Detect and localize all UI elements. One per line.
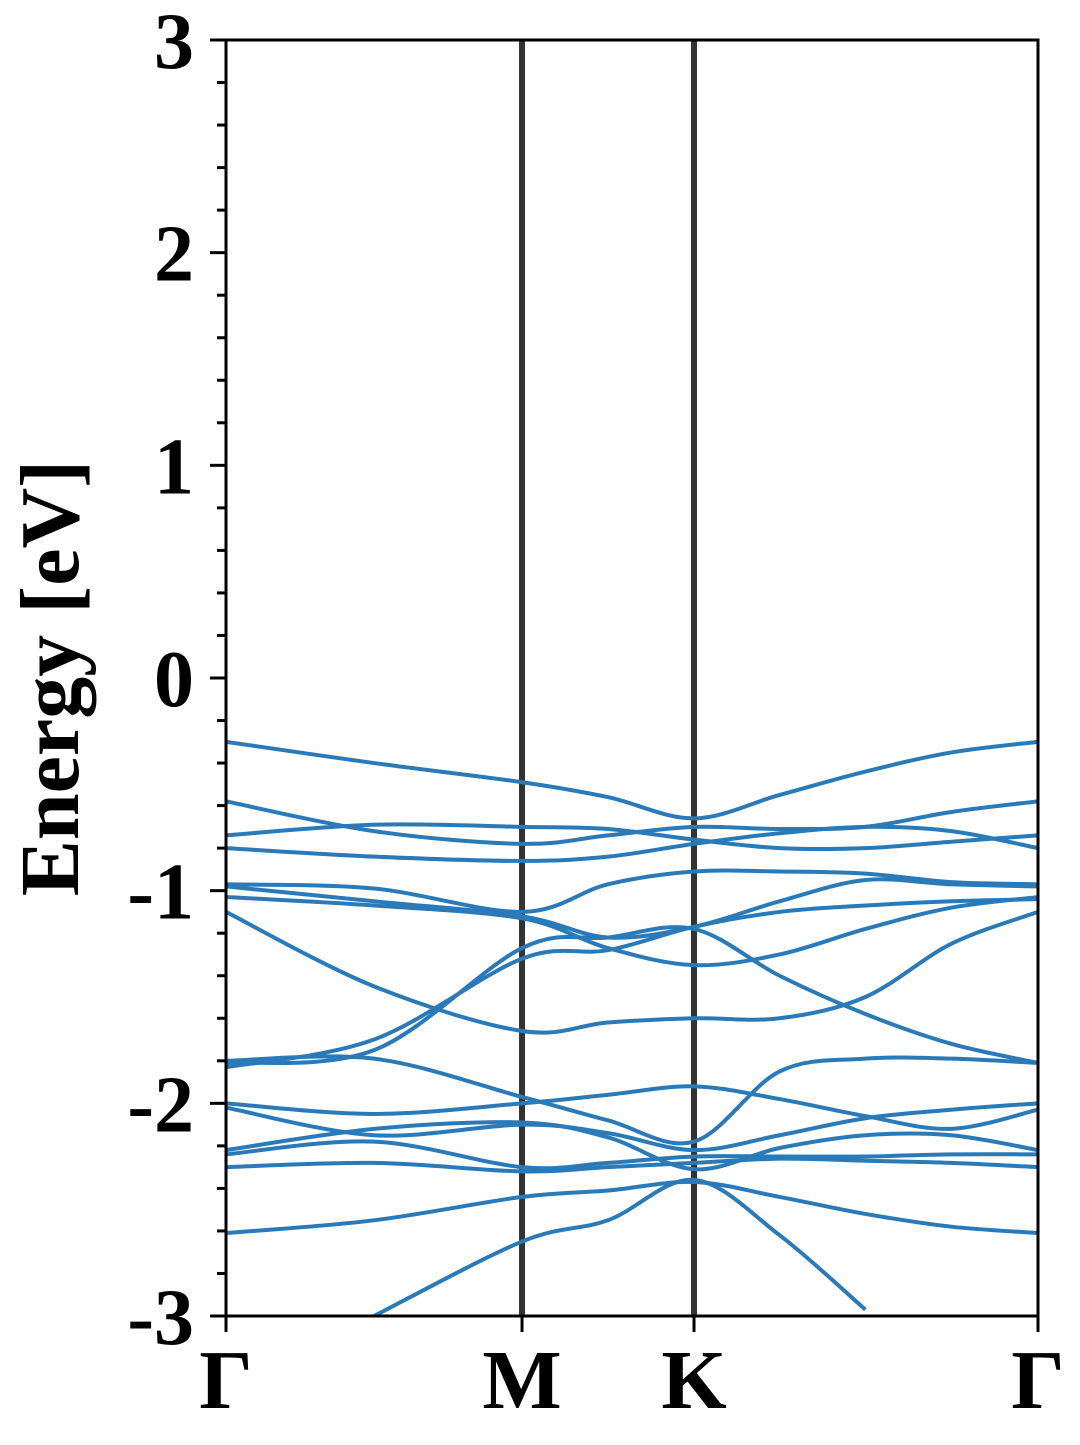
band-line	[226, 895, 1038, 968]
band-line	[226, 897, 1038, 1070]
y-tick-label: 1	[154, 423, 194, 511]
band-line	[226, 910, 1038, 1035]
x-tick-label: Γ	[199, 1334, 252, 1427]
y-axis-label: Energy [eV]	[4, 460, 97, 896]
y-tick-label: -1	[127, 849, 194, 937]
band-line	[226, 1101, 1038, 1153]
band-line	[226, 1156, 1038, 1174]
plot-frame	[224, 38, 1040, 1318]
y-tick-label: 0	[154, 636, 194, 724]
band-line	[226, 868, 1038, 914]
band-line	[226, 1120, 1038, 1172]
band-line	[226, 1054, 1038, 1146]
band-line	[373, 1177, 867, 1316]
y-tick-label: -2	[127, 1061, 194, 1149]
band-line	[226, 1139, 1038, 1171]
x-tick-label: K	[661, 1334, 726, 1427]
band-line	[226, 925, 1038, 1066]
band-line	[226, 799, 1038, 846]
band-line	[226, 824, 1038, 863]
x-tick-label: Γ	[1011, 1334, 1064, 1427]
x-tick-label: M	[482, 1334, 561, 1427]
band-line	[226, 1084, 1038, 1131]
band-line	[226, 822, 1038, 852]
y-tick-label: 3	[154, 0, 194, 86]
band-line	[226, 739, 1038, 821]
bands	[226, 739, 1038, 1316]
y-tick-label: 2	[154, 211, 194, 299]
y-tick-label: -3	[127, 1274, 194, 1362]
